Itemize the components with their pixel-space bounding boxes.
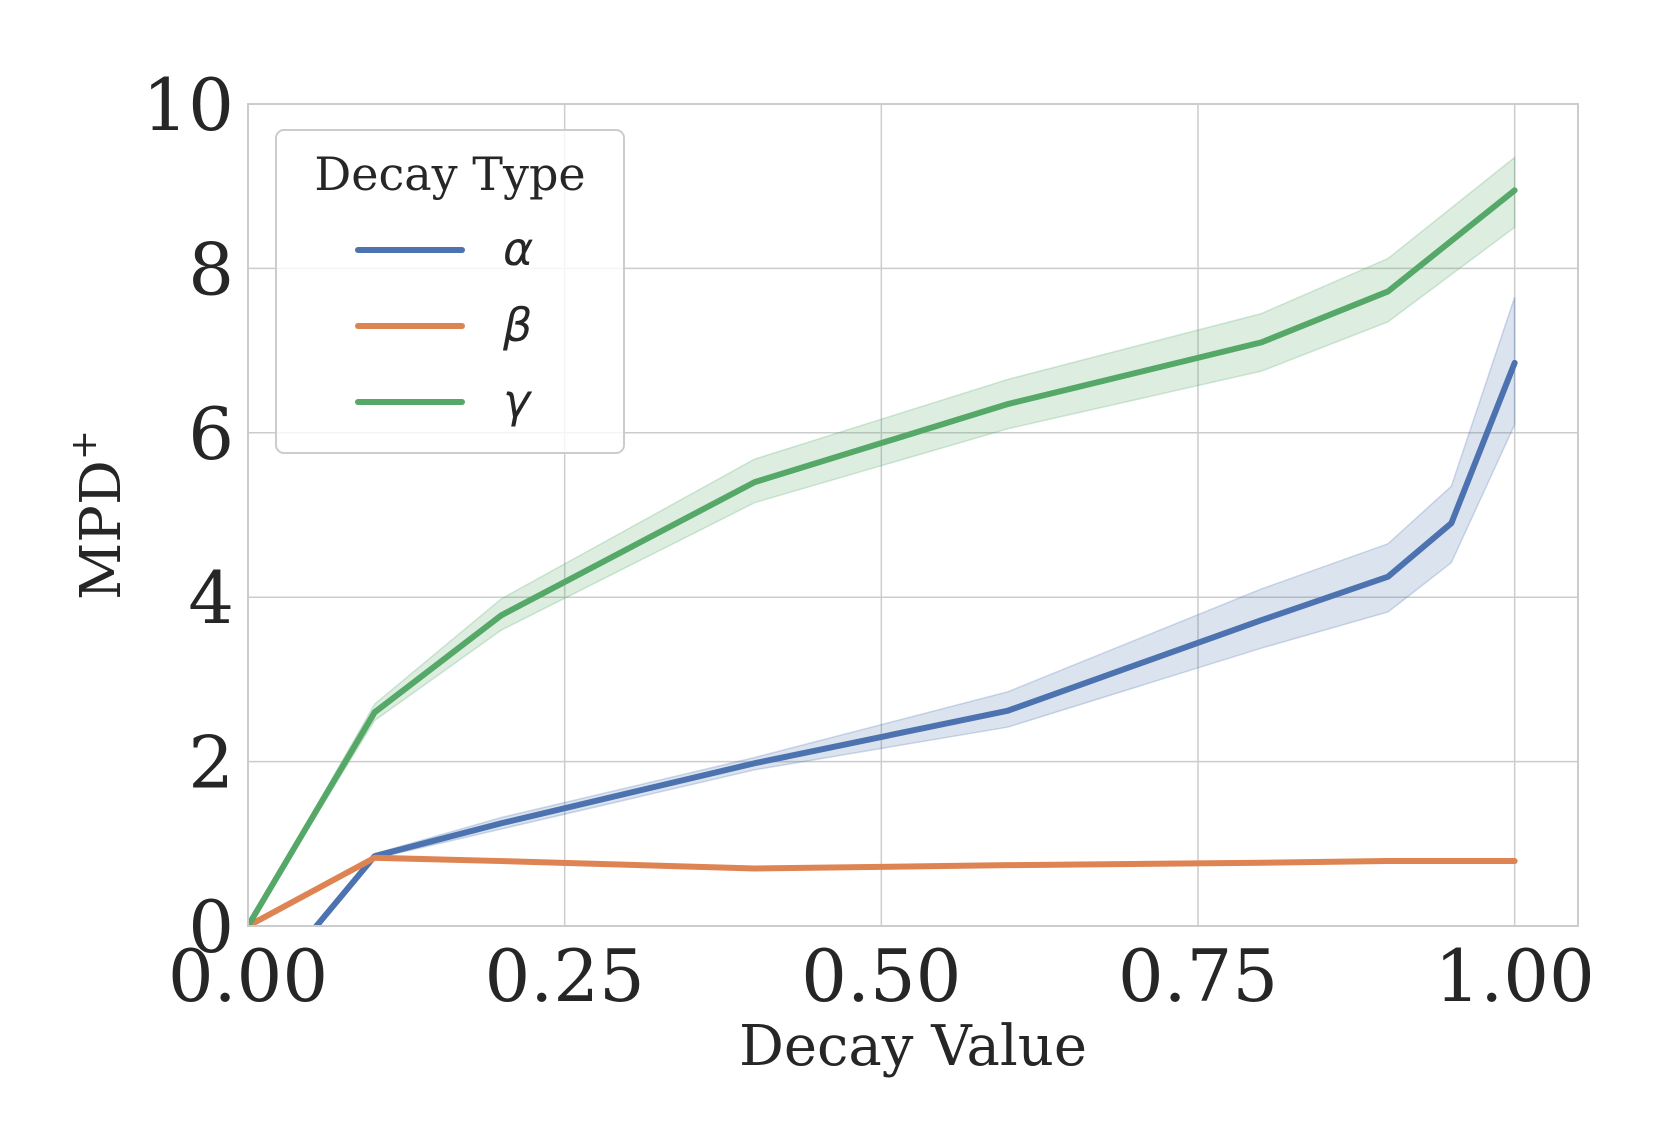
y-tick-label: 0 bbox=[188, 885, 234, 969]
x-tick-label: 0.50 bbox=[801, 934, 961, 1018]
series-lines bbox=[248, 187, 1518, 926]
y-axis-label-superscript: + bbox=[64, 430, 105, 460]
legend-label: α bbox=[503, 222, 533, 276]
line-series-2 bbox=[248, 187, 1518, 926]
y-tick-label: 4 bbox=[188, 556, 234, 640]
legend-items: αβγ bbox=[355, 222, 533, 428]
plot-frame bbox=[247, 103, 1579, 927]
legend-label: β bbox=[502, 298, 532, 352]
legend-label: γ bbox=[503, 374, 533, 428]
y-tick-label: 8 bbox=[188, 227, 234, 311]
y-tick-label: 6 bbox=[188, 392, 234, 476]
x-axis-label: Decay Value bbox=[739, 1014, 1087, 1079]
x-tick-label: 0.00 bbox=[168, 934, 328, 1018]
x-tick-label: 1.00 bbox=[1435, 934, 1595, 1018]
y-axis-label-main: MPD bbox=[69, 460, 134, 600]
line-series-1 bbox=[248, 854, 1518, 926]
legend-box bbox=[275, 129, 625, 454]
y-tick-labels: 0 2 4 6 8 10 bbox=[142, 63, 234, 969]
legend: Decay Type αβγ bbox=[275, 129, 625, 454]
x-tick-label: 0.25 bbox=[485, 934, 645, 1018]
y-tick-label: 10 bbox=[142, 63, 234, 147]
legend-title: Decay Type bbox=[314, 147, 585, 201]
line-series-0 bbox=[312, 359, 1518, 926]
x-tick-label: 0.75 bbox=[1118, 934, 1278, 1018]
y-axis-label: MPD+ bbox=[64, 430, 134, 600]
x-tick-labels: 0.00 0.25 0.50 0.75 1.00 bbox=[168, 934, 1595, 1018]
y-tick-label: 2 bbox=[188, 721, 234, 805]
